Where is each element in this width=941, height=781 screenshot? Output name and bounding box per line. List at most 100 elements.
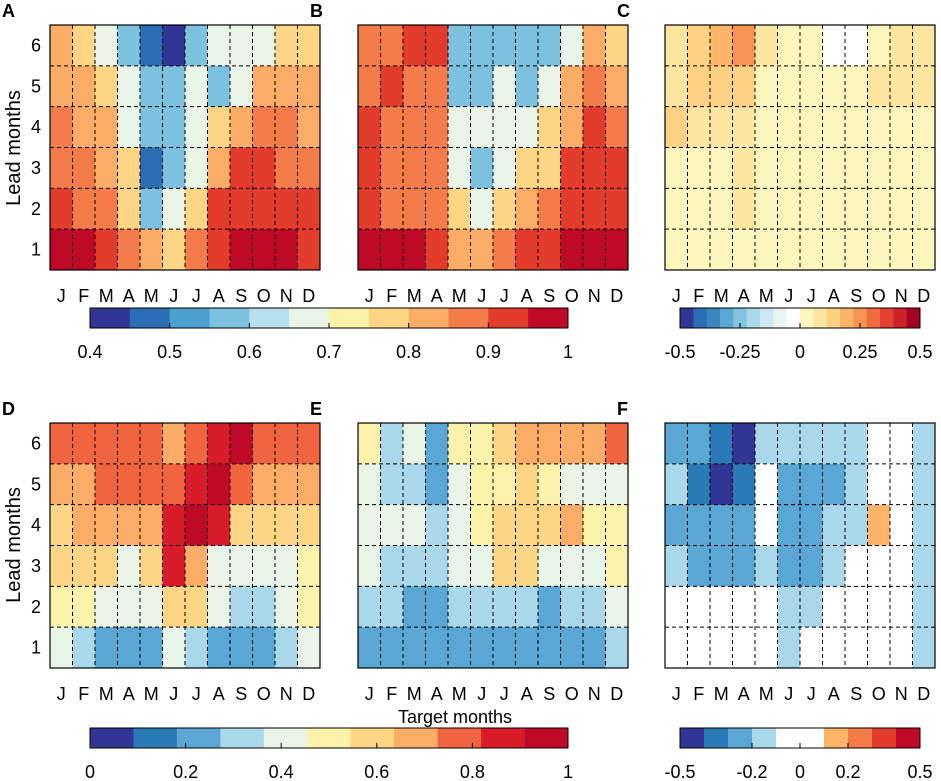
cell-D-lead1-month3 [95, 627, 118, 669]
cell-B-lead2-month9 [538, 188, 561, 230]
cell-D-lead5-month8 [207, 463, 231, 506]
xtick-label: O [257, 684, 271, 704]
cell-F-lead1-month8 [822, 627, 846, 669]
cell-F-lead6-month11 [890, 423, 913, 465]
cell-B-lead1-month2 [380, 229, 404, 271]
cell-A-lead4-month1 [50, 106, 73, 148]
colorbar-tick-label: -0.2 [736, 762, 767, 781]
cell-C-lead5-month10 [867, 65, 891, 108]
colorbar-swatch [752, 728, 777, 748]
cell-C-lead4-month3 [710, 106, 733, 148]
cell-D-lead2-month12 [297, 586, 321, 628]
cell-E-lead1-month6 [470, 627, 494, 669]
colorbar-swatch [848, 728, 873, 748]
cell-A-lead5-month9 [230, 65, 253, 108]
cell-C-lead6-month10 [867, 25, 891, 67]
cell-A-lead6-month1 [50, 25, 73, 67]
cell-D-lead5-month5 [140, 463, 163, 506]
colorbar-tick-label: 0.9 [476, 342, 501, 362]
cell-D-lead1-month10 [252, 627, 276, 669]
cell-B-lead2-month7 [493, 188, 516, 230]
ytick-label: 6 [31, 433, 41, 453]
cell-E-lead6-month3 [403, 423, 426, 465]
cell-B-lead1-month11 [583, 229, 606, 271]
cell-F-lead3-month5 [755, 545, 778, 587]
cell-D-lead3-month9 [230, 545, 253, 587]
colorbar-bottom_diff: -0.5 -0.2 0 0.2 0.5 [664, 727, 933, 781]
cell-F-lead2-month10 [867, 586, 891, 628]
cell-B-lead6-month12 [605, 25, 629, 67]
colorbar-swatch [872, 728, 897, 748]
cell-F-lead1-month9 [845, 627, 868, 669]
cell-B-lead2-month6 [470, 188, 494, 230]
panel-frame [357, 422, 629, 669]
cell-F-lead5-month10 [867, 463, 891, 506]
cell-E-lead5-month6 [470, 463, 494, 506]
cell-B-lead2-month10 [560, 188, 584, 230]
cell-B-lead5-month8 [515, 65, 539, 108]
cell-C-lead2-month4 [732, 188, 756, 230]
cell-C-lead5-month2 [687, 65, 711, 108]
ytick-label: 1 [31, 638, 41, 658]
xtick-label: A [431, 684, 443, 704]
cell-C-lead5-month1 [665, 65, 688, 108]
cell-D-lead2-month8 [207, 586, 231, 628]
colorbar-swatch [307, 728, 352, 748]
cell-A-lead4-month2 [72, 106, 96, 148]
xtick-label: J [365, 684, 374, 704]
cell-D-lead3-month2 [72, 545, 96, 587]
cell-C-lead5-month8 [822, 65, 846, 108]
cell-A-lead5-month8 [207, 65, 231, 108]
cell-F-lead5-month4 [732, 463, 756, 506]
ytick-label: 3 [31, 556, 41, 576]
cell-A-lead6-month7 [185, 25, 208, 67]
cell-F-lead2-month9 [845, 586, 868, 628]
cell-B-lead1-month12 [605, 229, 629, 271]
cell-A-lead6-month12 [297, 25, 321, 67]
cell-F-lead5-month11 [890, 463, 913, 506]
cell-C-lead1-month8 [822, 229, 846, 271]
cell-F-lead4-month4 [732, 504, 756, 546]
cell-E-lead4-month6 [470, 504, 494, 546]
xtick-label: J [807, 286, 816, 306]
xtick-label: A [738, 684, 750, 704]
cell-D-lead4-month8 [207, 504, 231, 546]
cell-D-lead6-month7 [185, 423, 208, 465]
xtick-label: A [123, 684, 135, 704]
cell-E-lead5-month1 [358, 463, 381, 506]
xtick-label: A [521, 684, 533, 704]
cell-D-lead4-month7 [185, 504, 208, 546]
cell-E-lead3-month4 [425, 545, 449, 587]
cell-C-lead1-month6 [777, 229, 801, 271]
cell-C-lead3-month6 [777, 147, 801, 189]
xtick-label: S [543, 286, 555, 306]
cell-E-lead4-month12 [605, 504, 629, 546]
cell-C-lead6-month11 [890, 25, 913, 67]
cell-E-lead3-month7 [493, 545, 516, 587]
xtick-label: A [828, 286, 840, 306]
cell-D-lead5-month2 [72, 463, 96, 506]
cell-A-lead4-month8 [207, 106, 231, 148]
cell-F-lead1-month10 [867, 627, 891, 669]
cell-B-lead4-month2 [380, 106, 404, 148]
cell-B-lead3-month10 [560, 147, 584, 189]
xtick-label: D [917, 286, 930, 306]
cell-F-lead3-month4 [732, 545, 756, 587]
colorbar-swatch [129, 308, 171, 328]
cell-D-lead5-month10 [252, 463, 276, 506]
cell-A-lead2-month9 [230, 188, 253, 230]
cell-B-lead5-month11 [583, 65, 606, 108]
xtick-label: N [895, 684, 908, 704]
cell-C-lead2-month2 [687, 188, 711, 230]
ytick-label: 4 [31, 515, 41, 535]
cell-E-lead4-month3 [403, 504, 426, 546]
cell-A-lead6-month4 [117, 25, 141, 67]
colorbar-swatch [176, 728, 221, 748]
xtick-label: A [521, 286, 533, 306]
cell-D-lead1-month5 [140, 627, 163, 669]
colorbar-swatch [169, 308, 210, 328]
cell-A-lead6-month11 [275, 25, 298, 67]
cell-C-lead2-month9 [845, 188, 868, 230]
